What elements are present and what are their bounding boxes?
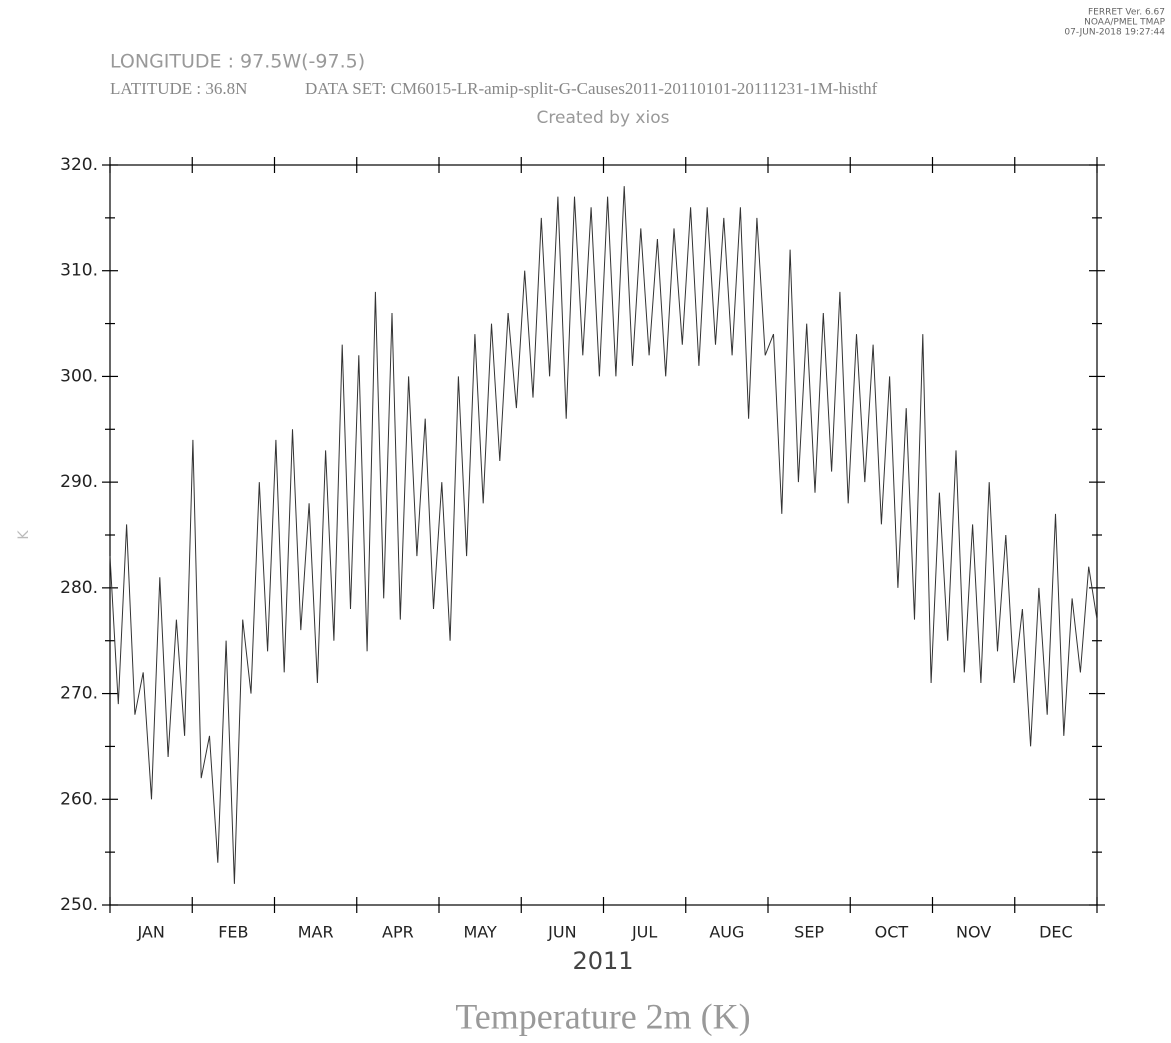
latitude: LATITUDE : 36.8N xyxy=(110,79,247,98)
y-tick-label: 250. xyxy=(60,895,98,915)
chart-title: Temperature 2m (K) xyxy=(455,996,750,1036)
longitude: LONGITUDE : 97.5W(-97.5) xyxy=(110,51,365,73)
ferret-date: 07-JUN-2018 19:27:44 xyxy=(1064,28,1165,38)
y-tick-label: 310. xyxy=(60,261,98,281)
x-tick-label: AUG xyxy=(709,923,744,942)
x-tick-label: DEC xyxy=(1039,923,1073,942)
x-tick-label: MAR xyxy=(298,923,334,942)
x-tick-label: APR xyxy=(382,923,414,942)
x-tick-label: OCT xyxy=(875,923,909,942)
y-tick-label: 260. xyxy=(60,789,98,809)
x-tick-label: FEB xyxy=(218,923,248,942)
ferret-org: NOAA/PMEL TMAP xyxy=(1084,18,1165,28)
y-tick-label: 320. xyxy=(60,155,98,175)
y-axis-label: K xyxy=(16,530,32,540)
temperature-line xyxy=(109,186,1098,884)
ferret-version: FERRET Ver. 6.67 xyxy=(1088,8,1165,18)
y-tick-label: 270. xyxy=(60,684,98,704)
x-tick-label: SEP xyxy=(794,923,824,942)
x-tick-label: NOV xyxy=(956,923,991,942)
y-tick-label: 280. xyxy=(60,578,98,598)
x-tick-label: JAN xyxy=(136,923,164,942)
x-axis-label: 2011 xyxy=(572,947,633,975)
y-tick-label: 290. xyxy=(60,472,98,492)
dataset: DATA SET: CM6015-LR-amip-split-G-Causes2… xyxy=(305,79,878,98)
x-tick-label: JUL xyxy=(631,923,657,942)
x-tick-label: MAY xyxy=(463,923,497,942)
created-by: Created by xios xyxy=(537,108,670,128)
y-tick-label: 300. xyxy=(60,366,98,386)
x-tick-label: JUN xyxy=(547,923,576,942)
